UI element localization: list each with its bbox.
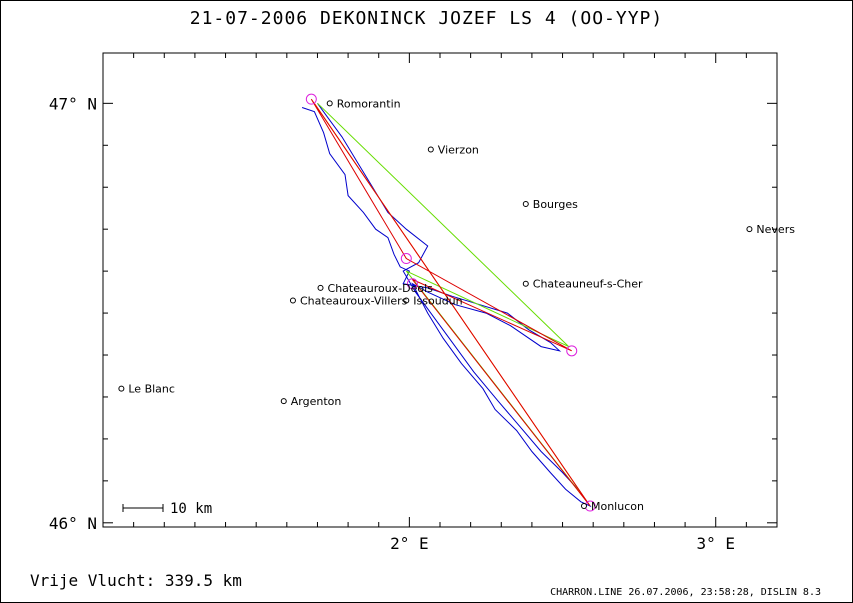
render-credits: CHARRON.LINE 26.07.2006, 23:58:28, DISLI… <box>550 587 821 598</box>
place-marker <box>280 398 287 405</box>
turnpoint-marker <box>305 93 317 105</box>
place-marker <box>746 226 753 233</box>
place-marker <box>317 284 324 291</box>
place-label: Issoudun <box>413 294 462 307</box>
lat-label: 47° N <box>49 94 97 113</box>
scale-bar-label: 10 km <box>170 501 212 517</box>
axis-ticks <box>103 53 777 527</box>
place-marker <box>427 146 434 153</box>
scale-bar: 10 km <box>122 501 212 517</box>
place-marker <box>326 100 333 107</box>
flight-track <box>301 103 592 508</box>
page-title: 21-07-2006 DEKONINCK JOZEF LS 4 (OO-YYP) <box>189 8 664 29</box>
place-label: Le Blanc <box>128 383 175 396</box>
lat-label: 46° N <box>49 514 97 533</box>
place-label: Bourges <box>533 198 578 211</box>
turnpoint-markers <box>305 93 596 512</box>
place-marker <box>289 297 296 304</box>
place-marker <box>118 385 125 392</box>
task-legs-line <box>310 98 591 507</box>
place-label: Chateauroux-Deols <box>328 282 434 295</box>
place-marker <box>403 297 410 304</box>
lon-label: 2° E <box>390 534 429 553</box>
place-marker <box>522 280 529 287</box>
place-label: Monlucon <box>591 500 644 513</box>
turnpoint-marker <box>406 278 418 290</box>
plot-border <box>102 52 778 528</box>
place-label: Argenton <box>291 395 342 408</box>
turnpoint-marker <box>566 345 578 357</box>
axis-labels: 47° N 46° N 2° E 3° E <box>49 94 735 553</box>
place-marker <box>522 201 529 208</box>
free-flight-distance: Vrije Vlucht: 339.5 km <box>30 571 242 590</box>
place-label: Romorantin <box>337 97 401 110</box>
place-label: Chateauneuf-s-Cher <box>533 278 643 291</box>
place-label: Chateauroux-Villers <box>300 294 408 307</box>
place-label: Vierzon <box>438 143 479 156</box>
place-marker <box>580 503 587 510</box>
lon-label: 3° E <box>696 534 735 553</box>
place-label: Nevers <box>756 223 795 236</box>
turnpoint-marker <box>400 253 412 265</box>
place-markers: RomorantinVierzonBourgesNeversIssoudunCh… <box>118 97 795 513</box>
